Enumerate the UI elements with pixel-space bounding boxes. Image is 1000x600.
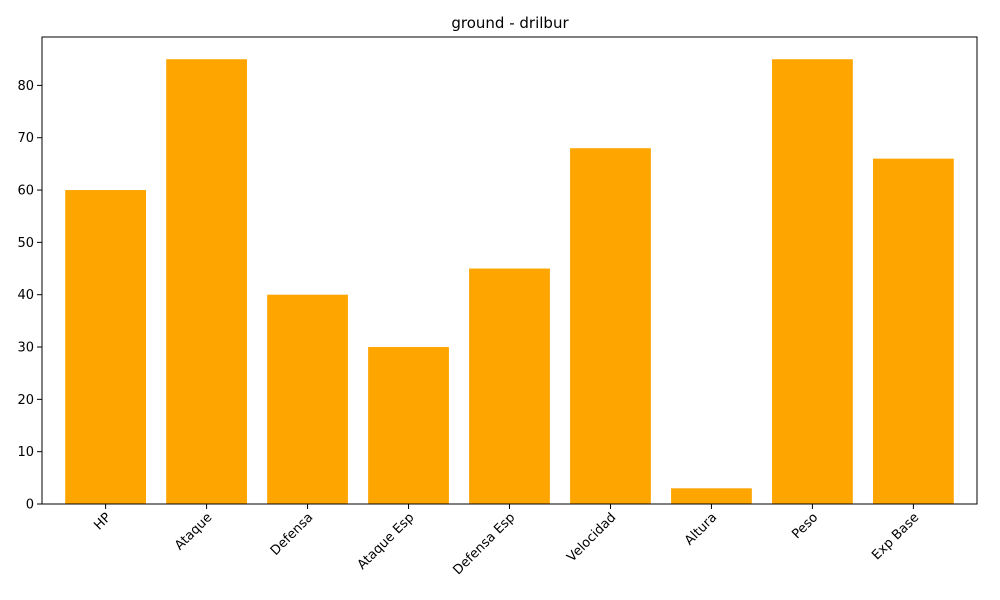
bar-exp-base	[872, 158, 954, 504]
y-tick-label: 80	[17, 79, 34, 94]
bar-altura	[671, 488, 752, 504]
bar-hp	[65, 190, 147, 504]
y-tick-label: 50	[17, 236, 34, 251]
bar-peso	[772, 59, 853, 504]
bar-ataque-esp	[368, 347, 449, 504]
bar-defensa	[267, 294, 348, 504]
bar-velocidad	[570, 148, 651, 504]
chart-title: ground - drilbur	[451, 14, 569, 32]
bar-ataque	[166, 59, 247, 504]
bar-defensa-esp	[469, 268, 550, 504]
y-tick-label: 60	[17, 184, 34, 199]
y-tick-label: 0	[26, 498, 34, 513]
plot-frame	[41, 36, 978, 505]
y-tick-label: 20	[17, 393, 34, 408]
y-tick-label: 10	[17, 445, 34, 460]
y-tick-label: 40	[17, 288, 34, 303]
y-axis: 0 10 20 30 40 50 60 70 80	[17, 79, 42, 513]
y-tick-label: 30	[17, 341, 34, 356]
bars-group	[65, 59, 954, 504]
y-tick-label: 70	[17, 131, 34, 146]
